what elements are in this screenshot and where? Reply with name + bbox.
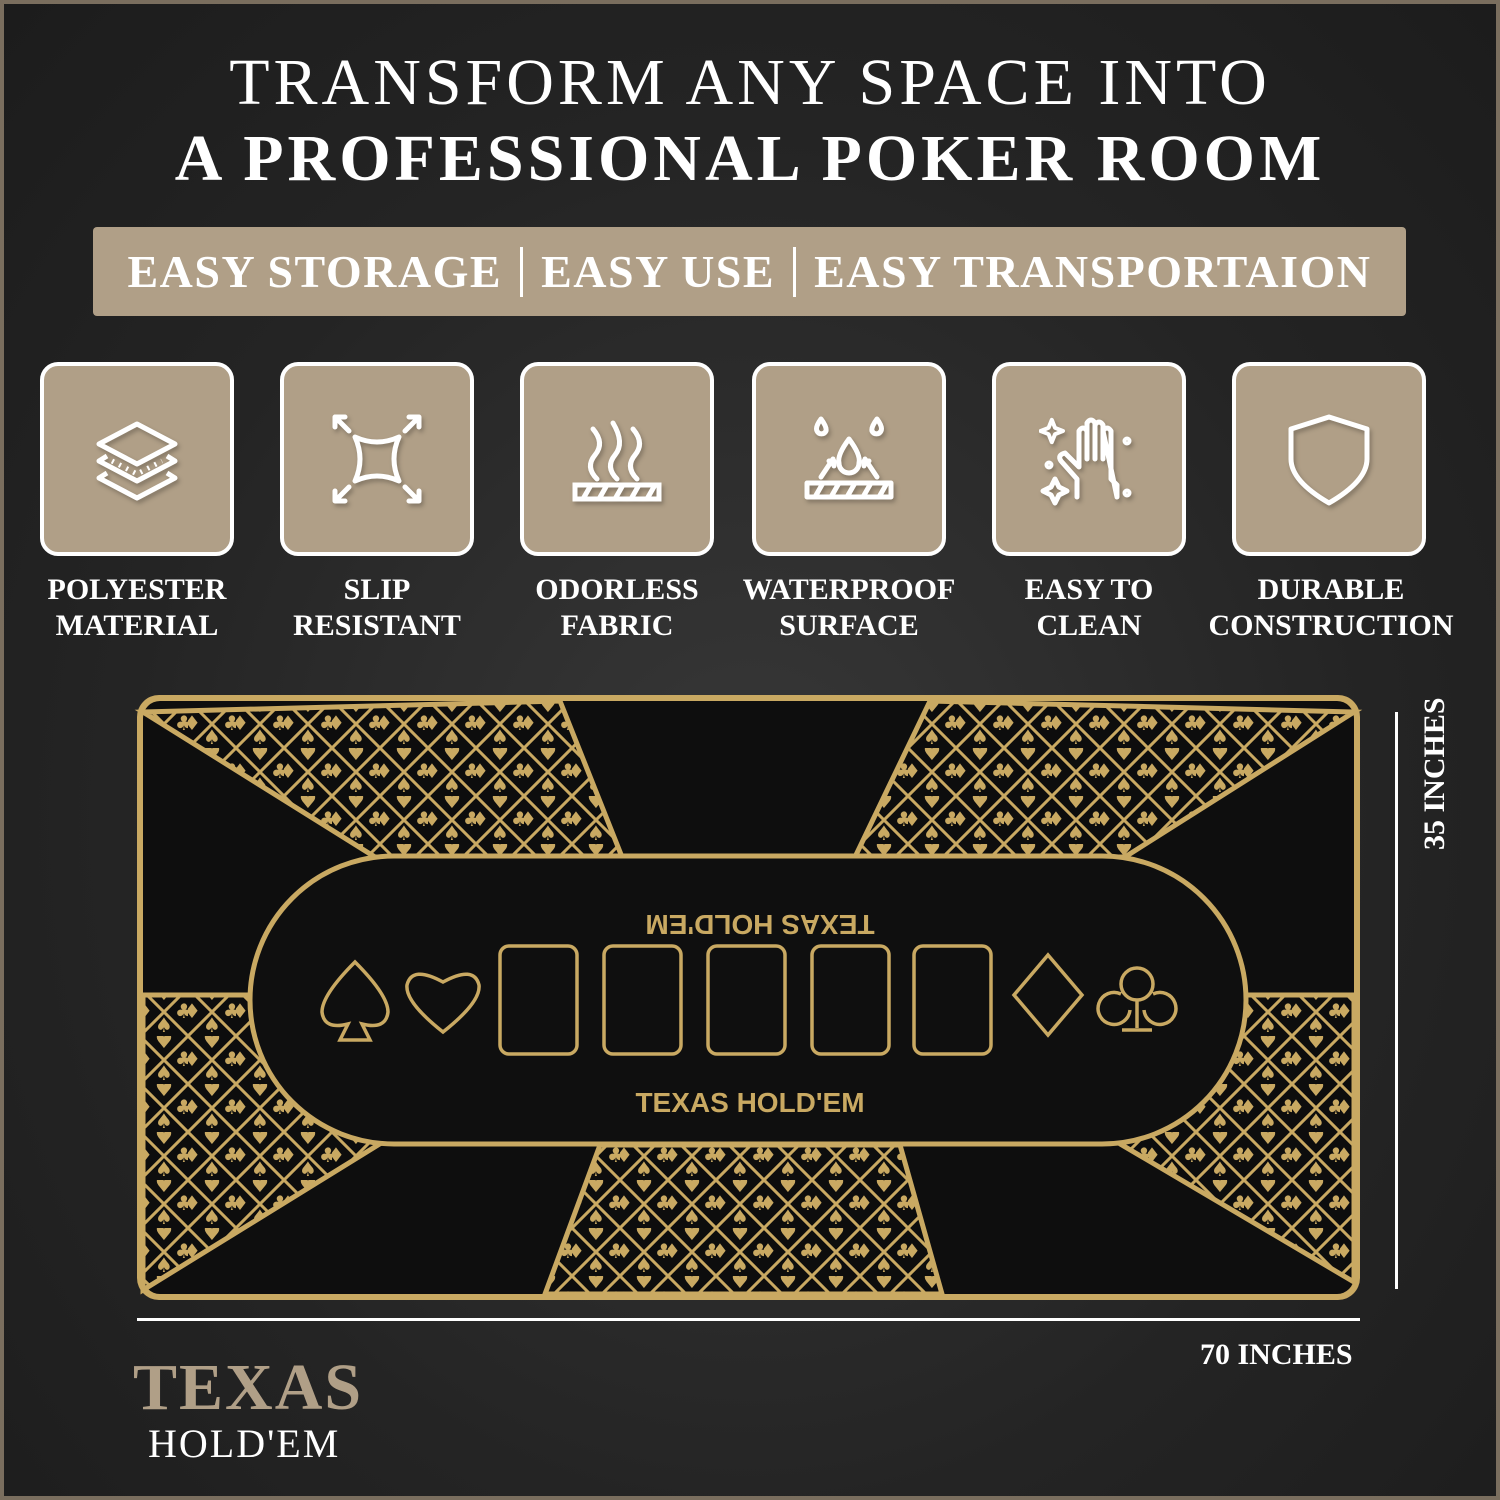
width-dimension-label: 70 INCHES <box>1200 1338 1353 1371</box>
feature-tile-waterproof <box>752 362 946 556</box>
feature-tile-slip <box>280 362 474 556</box>
banner-item-transport: EASY TRANSPORTAION <box>814 246 1372 297</box>
diamond-outline-icon <box>1011 952 1085 1038</box>
feature-label: POLYESTER MATERIAL <box>47 573 227 642</box>
odor-waves-icon <box>572 420 662 502</box>
card-slot <box>706 944 787 1056</box>
heart-outline-icon <box>405 972 481 1035</box>
banner-item-use: EASY USE <box>541 246 776 297</box>
feature-label: WATERPROOF SURFACE <box>742 573 956 642</box>
logo-texas: TEXAS <box>133 1351 364 1424</box>
logo-holdem: HOLD'EM <box>148 1421 341 1466</box>
banner-item-storage: EASY STORAGE <box>127 246 503 297</box>
stretch-arrows-icon <box>332 414 422 504</box>
headline-line-1: TRANSFORM ANY SPACE INTO <box>229 46 1271 119</box>
feature-label: DURABLE CONSTRUCTION <box>1208 573 1454 642</box>
pattern-panel-bottom-center <box>541 1142 946 1297</box>
card-slot <box>602 944 683 1056</box>
spade-outline-icon <box>320 959 390 1042</box>
divider <box>793 246 797 297</box>
divider <box>520 246 524 297</box>
clean-hand-icon <box>1039 417 1132 506</box>
height-dimension-label: 35 INCHES <box>1418 697 1451 850</box>
feature-tile-odorless <box>520 362 714 556</box>
card-slot <box>810 944 891 1056</box>
width-dimension-line <box>137 1318 1360 1321</box>
card-slot <box>498 944 579 1056</box>
water-drops-icon <box>804 416 894 500</box>
community-oval <box>247 853 1249 1147</box>
mat-label-top: TEXAS HOLD'EM <box>645 909 874 940</box>
club-outline-icon <box>1096 966 1178 1032</box>
feature-label: ODORLESS FABRIC <box>535 573 699 642</box>
feature-tile-clean <box>992 362 1186 556</box>
height-dimension-line <box>1395 712 1398 1289</box>
feature-label: SLIP RESISTANT <box>293 573 461 642</box>
features-banner: EASY STORAGE EASY USE EASY TRANSPORTAION <box>93 227 1406 316</box>
shield-icon <box>1288 414 1370 506</box>
feature-tile-polyester <box>40 362 234 556</box>
feature-label: EASY TO CLEAN <box>1024 573 1154 642</box>
headline-line-2: A PROFESSIONAL POKER ROOM <box>174 122 1326 195</box>
feature-tile-durable <box>1232 362 1426 556</box>
mat-label-bottom: TEXAS HOLD'EM <box>635 1087 864 1118</box>
layers-icon <box>96 421 178 501</box>
card-slot <box>912 944 993 1056</box>
